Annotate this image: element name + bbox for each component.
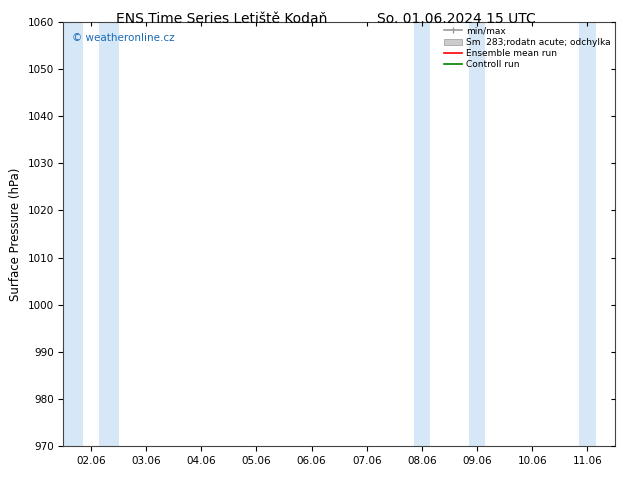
Text: ENS Time Series Letiště Kodaň: ENS Time Series Letiště Kodaň: [116, 12, 328, 26]
Legend: min/max, Sm  283;rodatn acute; odchylka, Ensemble mean run, Controll run: min/max, Sm 283;rodatn acute; odchylka, …: [443, 25, 612, 71]
Y-axis label: Surface Pressure (hPa): Surface Pressure (hPa): [9, 167, 22, 301]
Text: So. 01.06.2024 15 UTC: So. 01.06.2024 15 UTC: [377, 12, 536, 26]
Bar: [413, 22, 430, 446]
Text: © weatheronline.cz: © weatheronline.cz: [72, 33, 174, 43]
Bar: [469, 22, 486, 446]
Bar: [615, 22, 634, 446]
Bar: [63, 22, 82, 446]
Bar: [579, 22, 596, 446]
Bar: [100, 22, 119, 446]
